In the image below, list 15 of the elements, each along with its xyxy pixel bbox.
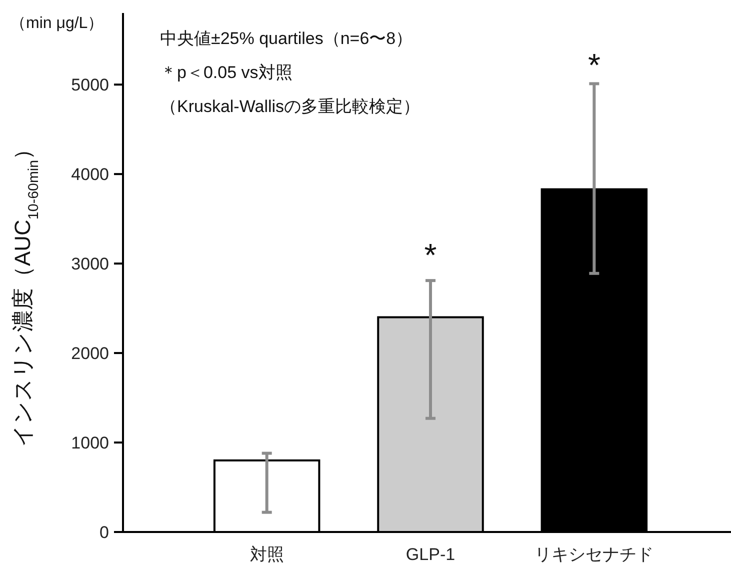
y-tick-label: 0 <box>100 523 109 542</box>
y-tick-label: 5000 <box>71 76 109 95</box>
text: （min μg/L） <box>10 15 104 32</box>
annotation: * <box>588 47 600 83</box>
x-tick-label: リキシセナチド <box>534 545 654 564</box>
annotation: 中央値±25% quartiles（n=6〜8） <box>160 29 413 48</box>
annotation: * <box>424 237 437 273</box>
annotation: （Kruskal-Wallisの多重比較検定） <box>160 97 420 116</box>
x-tick-label: 対照 <box>250 545 284 564</box>
x-tick-label: GLP-1 <box>406 545 456 564</box>
annotation: ＊p＜0.05 vs対照 <box>160 63 292 82</box>
y-tick-label: 1000 <box>71 434 109 453</box>
y-tick-label: 3000 <box>71 254 109 274</box>
y-tick-label: 2000 <box>71 344 109 364</box>
y-tick-label: 4000 <box>71 165 109 184</box>
